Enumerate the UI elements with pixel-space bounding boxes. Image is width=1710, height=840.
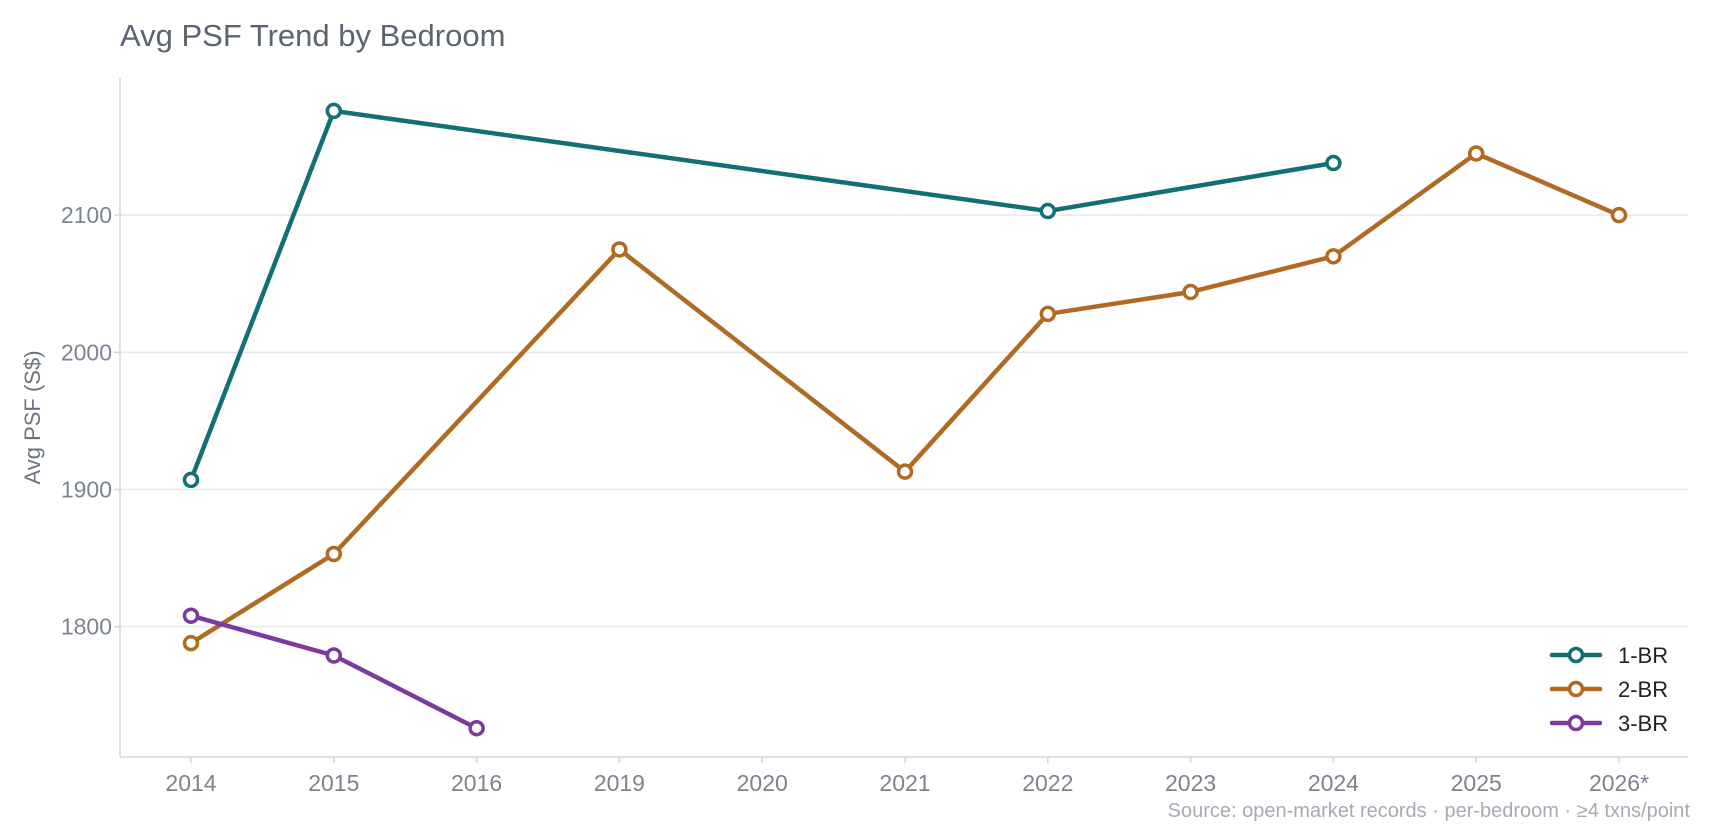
data-point: [325, 545, 343, 563]
data-point: [1325, 154, 1342, 172]
gridlines: [120, 214, 1688, 628]
series-line: [188, 108, 1336, 483]
legend-swatch-marker: [1567, 680, 1585, 698]
y-tick-label: 2000: [61, 339, 112, 365]
data-point: [1039, 305, 1057, 323]
x-tick-label: 2020: [737, 770, 788, 796]
legend-label: 3-BR: [1618, 711, 1668, 736]
y-axis-title: Avg PSF (S$): [20, 350, 45, 484]
series-line: [188, 613, 479, 731]
legend-swatch-marker: [1567, 714, 1585, 732]
x-tick-label: 2025: [1451, 770, 1502, 796]
x-tick-label: 2019: [594, 770, 645, 796]
data-point: [325, 647, 343, 664]
data-point: [1039, 202, 1057, 220]
y-tick-label: 1800: [61, 614, 112, 640]
x-tick-label: 2014: [165, 770, 216, 796]
data-point: [611, 241, 628, 258]
legend-item: 2-BR: [1549, 677, 1668, 702]
x-axis-ticks: 2014 2015 2016 2019 2020 2021 2022 2023 2024 2025…: [165, 757, 1649, 796]
x-tick-label: 2024: [1308, 770, 1359, 796]
data-point: [896, 463, 914, 480]
x-tick-label: 2026*: [1589, 770, 1649, 796]
legend-label: 1-BR: [1618, 643, 1668, 668]
data-point: [1325, 248, 1342, 265]
legend-label: 2-BR: [1618, 677, 1668, 702]
chart-title: Avg PSF Trend by Bedroom: [120, 18, 505, 53]
data-point: [325, 102, 343, 120]
data-point: [1182, 283, 1199, 301]
x-tick-label: 2021: [879, 770, 930, 796]
source-note: Source: open-market records · per-bedroo…: [1168, 800, 1691, 822]
y-tick-label: 1900: [61, 477, 112, 503]
series-line: [188, 151, 1622, 646]
y-axis-ticks: 1800 1900 2000 2100: [61, 202, 120, 640]
legend: 1-BR 2-BR 3-BR: [1549, 643, 1668, 736]
x-tick-label: 2022: [1022, 770, 1073, 796]
x-tick-label: 2016: [451, 770, 502, 796]
series-1-br: [182, 102, 1342, 489]
data-point: [182, 607, 200, 624]
x-tick-label: 2015: [308, 770, 359, 796]
series-3-br: [182, 607, 485, 737]
x-tick-label: 2023: [1165, 770, 1216, 796]
legend-swatch-marker: [1567, 646, 1585, 664]
data-point: [1610, 206, 1628, 224]
data-point: [182, 471, 200, 489]
data-point: [468, 719, 485, 737]
series-2-br: [182, 145, 1628, 652]
y-tick-label: 2100: [61, 202, 112, 228]
legend-item: 3-BR: [1549, 711, 1668, 736]
data-point: [182, 634, 200, 652]
data-point: [1467, 145, 1485, 162]
legend-item: 1-BR: [1549, 643, 1668, 668]
series-layer: [182, 102, 1628, 737]
